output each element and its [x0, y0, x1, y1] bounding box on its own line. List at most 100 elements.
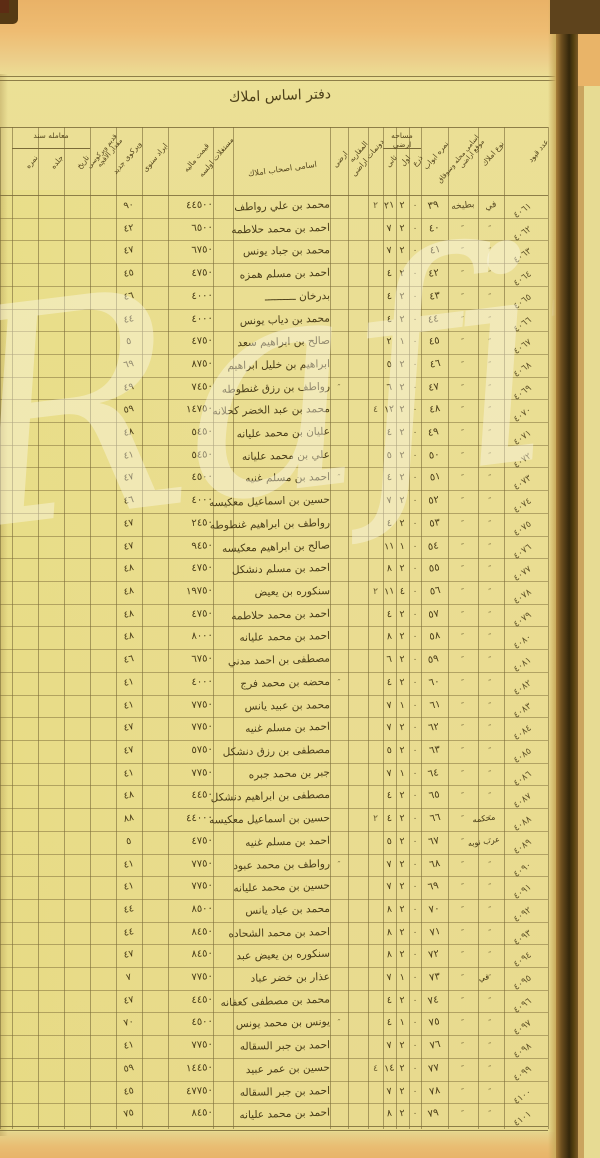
- grid-hline: [0, 921, 548, 923]
- cell-area-dhira: ٠: [412, 1018, 418, 1029]
- grid-vline: [383, 127, 384, 1129]
- grid-vline: [90, 127, 91, 1129]
- cell-area-dhira: ٠: [412, 1041, 418, 1052]
- cell-quarter: ″: [460, 564, 465, 574]
- cell-area-dhira: ٠: [412, 904, 418, 915]
- cell-area-dhira: ٠: [412, 995, 418, 1006]
- cell-quarter: ″: [460, 768, 465, 778]
- cell-quarter: ″: [460, 1109, 465, 1119]
- cell-area-dhira: ٠: [412, 1086, 418, 1097]
- cell-area-thani: ٤: [386, 267, 393, 280]
- cell-area-thani: ٨: [386, 949, 393, 961]
- cell-quarter: ″: [460, 246, 465, 256]
- cell-door-number: ٤١: [429, 244, 442, 258]
- cell-price: ٧٧٥٠: [191, 698, 214, 711]
- cell-price: ٧٧٥٠: [191, 1039, 214, 1052]
- cell-area-dhira: ٠: [412, 496, 418, 507]
- grid-hline: [0, 626, 548, 628]
- cell-area-dhira: ٠: [412, 291, 418, 302]
- grid-vline: [478, 127, 479, 1129]
- grid-hline: [0, 1126, 548, 1127]
- column-header-sened-numara: نمره: [22, 153, 40, 171]
- grid-hline: [0, 1129, 548, 1131]
- cell-owner-name: رواطف بن رزق غنطوطه: [221, 380, 331, 396]
- cell-owner-name: رواطف بن ابراهيم غنطوطه: [209, 516, 331, 532]
- cell-owner-name: احمد بن محمد حلاطمه: [231, 607, 331, 623]
- cell-owner-name: احمد بن مسلم دنشكل: [231, 562, 331, 577]
- grid-vline: [38, 127, 39, 1129]
- cell-arazi-mark: ″: [337, 382, 341, 392]
- cell-area-dhira: ٠: [412, 564, 418, 575]
- cell-area-dhira: ٠: [412, 450, 418, 461]
- grid-hline: [0, 263, 548, 265]
- cell-owner-name: بدرخان ــــــــــ: [264, 289, 331, 304]
- cell-area-dhira: ٠: [412, 768, 418, 779]
- cell-owner-name: محمد بن دياب يونس: [239, 312, 331, 328]
- grid-vline: [409, 127, 410, 1129]
- cell-owner-name: احمد بن جبر السقاله: [239, 1039, 331, 1054]
- cell-area-thani: ٤: [386, 472, 393, 484]
- next-page-sliver: [584, 0, 600, 1158]
- cell-area-dhira: ٠: [412, 950, 418, 961]
- cell-price: ٤٧٥٠: [191, 607, 214, 620]
- cell-owner-name: محمد بن علي رواطف: [234, 198, 331, 214]
- grid-hline: [0, 195, 548, 196]
- cell-price: ٤٤٥٠: [191, 993, 214, 1006]
- cell-door-number: ٥٨: [428, 630, 442, 644]
- grid-hline: [0, 376, 548, 378]
- cell-quarter: ″: [460, 586, 465, 597]
- cell-owner-name: احمد بن جبر السقاله: [239, 1084, 331, 1099]
- cell-quarter: ″: [460, 359, 465, 370]
- grid-hline: [0, 1103, 548, 1105]
- cell-door-number: ٤٣: [428, 289, 442, 303]
- column-header-irad: ايراد سنوی: [140, 141, 170, 174]
- cell-owner-name: حسين بن اسماعيل معكيسه: [208, 812, 331, 827]
- cell-area-thani: ٧: [386, 494, 393, 507]
- top-left-corner-dark: [0, 0, 9, 13]
- grid-hline: [0, 649, 548, 651]
- cell-door-number: ٧٦: [429, 1039, 442, 1052]
- cell-arazi-mark: ″: [337, 859, 341, 869]
- cell-area-dhira: ٠: [412, 882, 418, 893]
- cell-door-number: ٥٦: [429, 585, 442, 598]
- cell-quarter: ″: [460, 450, 465, 460]
- cell-area-dhira: ٠: [412, 541, 418, 552]
- cell-quarter: ″: [460, 427, 465, 438]
- grid-vline: [64, 127, 65, 1129]
- cell-door-number: ٥٣: [428, 516, 442, 530]
- cell-price: ٤٧٥٠: [191, 834, 214, 847]
- grid-hline: [0, 989, 548, 991]
- cell-price: ٤٤٠٠٠: [185, 812, 214, 825]
- grid-vline: [233, 127, 234, 1129]
- cell-area-dhira: ٠: [412, 609, 418, 620]
- cell-area-dhira: ٠: [412, 587, 418, 598]
- cell-owner-name: صالح بن ابراهيم معكيسه: [221, 539, 331, 555]
- cell-price: ١٤٤٥٠: [185, 1061, 214, 1075]
- cell-door-number: ٦٦: [429, 812, 442, 825]
- cell-donum: ٢: [373, 814, 378, 825]
- cell-price: ٤٧٥٠: [191, 335, 214, 348]
- cell-price: ٨٤٥٠: [191, 1107, 214, 1120]
- grid-hline: [0, 808, 548, 810]
- cell-donum: ٢: [373, 587, 378, 598]
- cell-price: ٤٤٥٠٠: [185, 199, 214, 212]
- cell-quarter: ″: [460, 609, 465, 619]
- grid-hline: [0, 558, 548, 560]
- grid-vline: [330, 127, 331, 1129]
- cell-quarter: ″: [460, 859, 465, 869]
- grid-vline: [368, 127, 369, 1129]
- grid-hline: [0, 240, 548, 242]
- column-header-arazi: ارضی: [330, 149, 350, 170]
- grid-vline: [213, 127, 214, 1129]
- cell-price: ٥٤٥٠: [191, 448, 214, 461]
- cell-area-dhira: ٠: [412, 859, 418, 870]
- cell-area-dhira: ٠: [412, 927, 418, 938]
- cell-area-dhira: ٠: [412, 1063, 418, 1074]
- cell-area-dhira: ٠: [412, 223, 418, 234]
- cell-area-dhira: ٠: [412, 745, 418, 756]
- cell-area-thani: ٨: [386, 563, 393, 575]
- cell-door-number: ٦٧: [427, 835, 441, 848]
- cell-owner-name: احمد بن مسلم غنيه: [244, 834, 331, 849]
- cell-door-number: ٧٩: [427, 1107, 440, 1121]
- cell-quarter: ″: [460, 541, 465, 551]
